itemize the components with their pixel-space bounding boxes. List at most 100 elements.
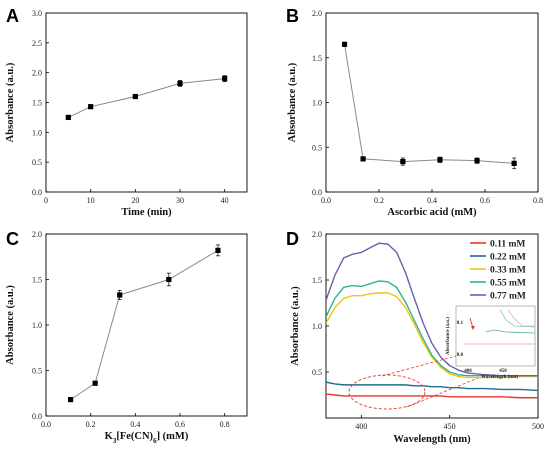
x-tick-label: 30: [176, 196, 184, 205]
inset-series-line: [499, 309, 536, 328]
y-tick-label: 1.0: [32, 128, 42, 137]
data-point: [92, 380, 98, 386]
zoom-line: [406, 377, 479, 408]
zoom-line: [381, 355, 457, 377]
data-point: [222, 76, 228, 82]
inset-x-axis-title: Wavelength (nm): [481, 375, 518, 380]
y-tick-label: 1.5: [312, 276, 322, 285]
panel-a-chart: 0 10 20 30 40 0.0 0.5 1.0 1.5 2.0 2.5 3.0 Time (min)…: [5, 9, 248, 218]
legend-label: 0.77 mM: [490, 292, 526, 302]
legend-label: 0.55 mM: [490, 279, 526, 289]
inset-x-tick-label: 400: [464, 369, 472, 374]
data-point: [67, 397, 74, 403]
legend-label: 0.22 mM: [490, 253, 526, 263]
y-tick-label: 2.0: [32, 69, 42, 78]
x-tick-label: 0.6: [480, 196, 490, 205]
inset-frame: [455, 305, 536, 367]
x-tick-label: 500: [532, 422, 544, 431]
zoom-ellipse: [348, 374, 426, 410]
x-tick-label: 0.8: [533, 196, 543, 205]
data-point: [132, 93, 138, 100]
series-line: [326, 381, 538, 392]
inset-series-line: [507, 309, 535, 327]
data-point: [177, 80, 183, 87]
x-axis-title: Time (min): [121, 207, 172, 218]
inset-x-tick-label: 450: [499, 369, 507, 374]
y-tick-label: 0.5: [312, 368, 322, 377]
series-line: [68, 78, 225, 118]
y-tick-label: 0.0: [312, 188, 322, 197]
data-point: [215, 247, 221, 253]
y-tick-label: 0.5: [312, 143, 322, 152]
plot-frame: [325, 12, 539, 193]
x-tick-label: 0.4: [427, 196, 437, 205]
y-tick-label: 1.0: [312, 99, 322, 108]
inset-y-tick-label: 0.1: [457, 321, 464, 326]
y-axis-title: Absorbance (a.u.): [5, 62, 16, 142]
x-axis-title: Ascorbic acid (mM): [387, 207, 477, 218]
x-tick-label: 10: [87, 196, 95, 205]
y-axis-title: Absorbance (a.u.): [287, 62, 298, 142]
x-tick-label: 450: [444, 422, 456, 431]
x-tick-label: 0.8: [220, 420, 230, 429]
spectra-group: [326, 242, 538, 399]
y-tick-label: 1.0: [32, 321, 42, 330]
panel-b-chart: 0.0 0.2 0.4 0.6 0.8 0.0 0.5 1.0 1.5 2.0 Ascorbic a…: [287, 9, 543, 218]
x-tick-label: 0.4: [130, 420, 140, 429]
series-line: [326, 292, 538, 379]
inset-series-line: [485, 329, 536, 334]
x-tick-label: 0.0: [41, 420, 51, 429]
x-tick-label: 0.2: [374, 196, 384, 205]
x-tick-label: 400: [355, 422, 367, 431]
panel-letter-a: A: [6, 6, 19, 26]
x-axis-title: Wavelength (nm): [393, 434, 471, 445]
series-line: [326, 393, 538, 399]
panel-letter-b: B: [286, 6, 299, 26]
data-point: [360, 156, 366, 162]
data-point: [65, 114, 71, 121]
legend-label: 0.33 mM: [490, 266, 526, 276]
y-axis-title: Absorbance (a.u.): [290, 286, 301, 366]
y-tick-label: 1.5: [32, 276, 42, 285]
inset-y-axis-title: Absorbance (a.u.): [446, 317, 451, 355]
panel-letter-c: C: [6, 229, 19, 249]
inset-arrowhead-icon: [471, 326, 475, 330]
data-point: [88, 104, 94, 110]
y-tick-label: 1.0: [312, 322, 322, 331]
y-tick-label: 0.0: [32, 412, 42, 421]
panel-c-chart: 0.0 0.2 0.4 0.6 0.8 0.0 0.5 1.0 1.5 2.0 K3[Fe(CN)6…: [5, 230, 248, 445]
legend-label: 0.11 mM: [490, 240, 525, 250]
y-tick-label: 0.0: [32, 188, 42, 197]
y-tick-label: 2.0: [312, 9, 322, 18]
x-tick-label: 0.2: [86, 420, 96, 429]
plot-frame: [45, 12, 248, 193]
y-tick-label: 1.5: [312, 54, 322, 63]
y-axis-title: Absorbance (a.u.): [5, 285, 16, 365]
data-point: [400, 158, 406, 165]
x-tick-label: 0: [44, 196, 48, 205]
x-tick-label: 0.0: [321, 196, 331, 205]
y-tick-label: 3.0: [32, 9, 42, 18]
panel-d-chart: 400 450 500 0.5 1.0 1.5 2.0 Wavelength (nm) Abso…: [290, 230, 544, 445]
x-tick-label: 40: [221, 196, 229, 205]
x-axis-title: K3[Fe(CN)6] (mM): [105, 431, 189, 445]
data-point: [166, 276, 172, 283]
y-tick-label: 1.5: [32, 99, 42, 108]
data-point: [511, 160, 517, 166]
y-tick-label: 2.0: [312, 230, 322, 239]
y-tick-label: 0.5: [32, 158, 42, 167]
data-point: [117, 292, 123, 298]
data-point: [474, 158, 480, 164]
panel-letter-d: D: [286, 229, 299, 249]
inset-y-tick-label: 0.0: [457, 353, 464, 358]
data-point: [341, 41, 348, 47]
x-tick-label: 0.6: [175, 420, 185, 429]
series-line: [70, 249, 219, 401]
series-line: [326, 280, 538, 377]
data-point: [437, 157, 443, 163]
y-tick-label: 0.5: [32, 367, 42, 376]
y-tick-label: 2.0: [32, 230, 42, 239]
plot-frame: [45, 233, 248, 417]
series-line: [326, 242, 538, 377]
